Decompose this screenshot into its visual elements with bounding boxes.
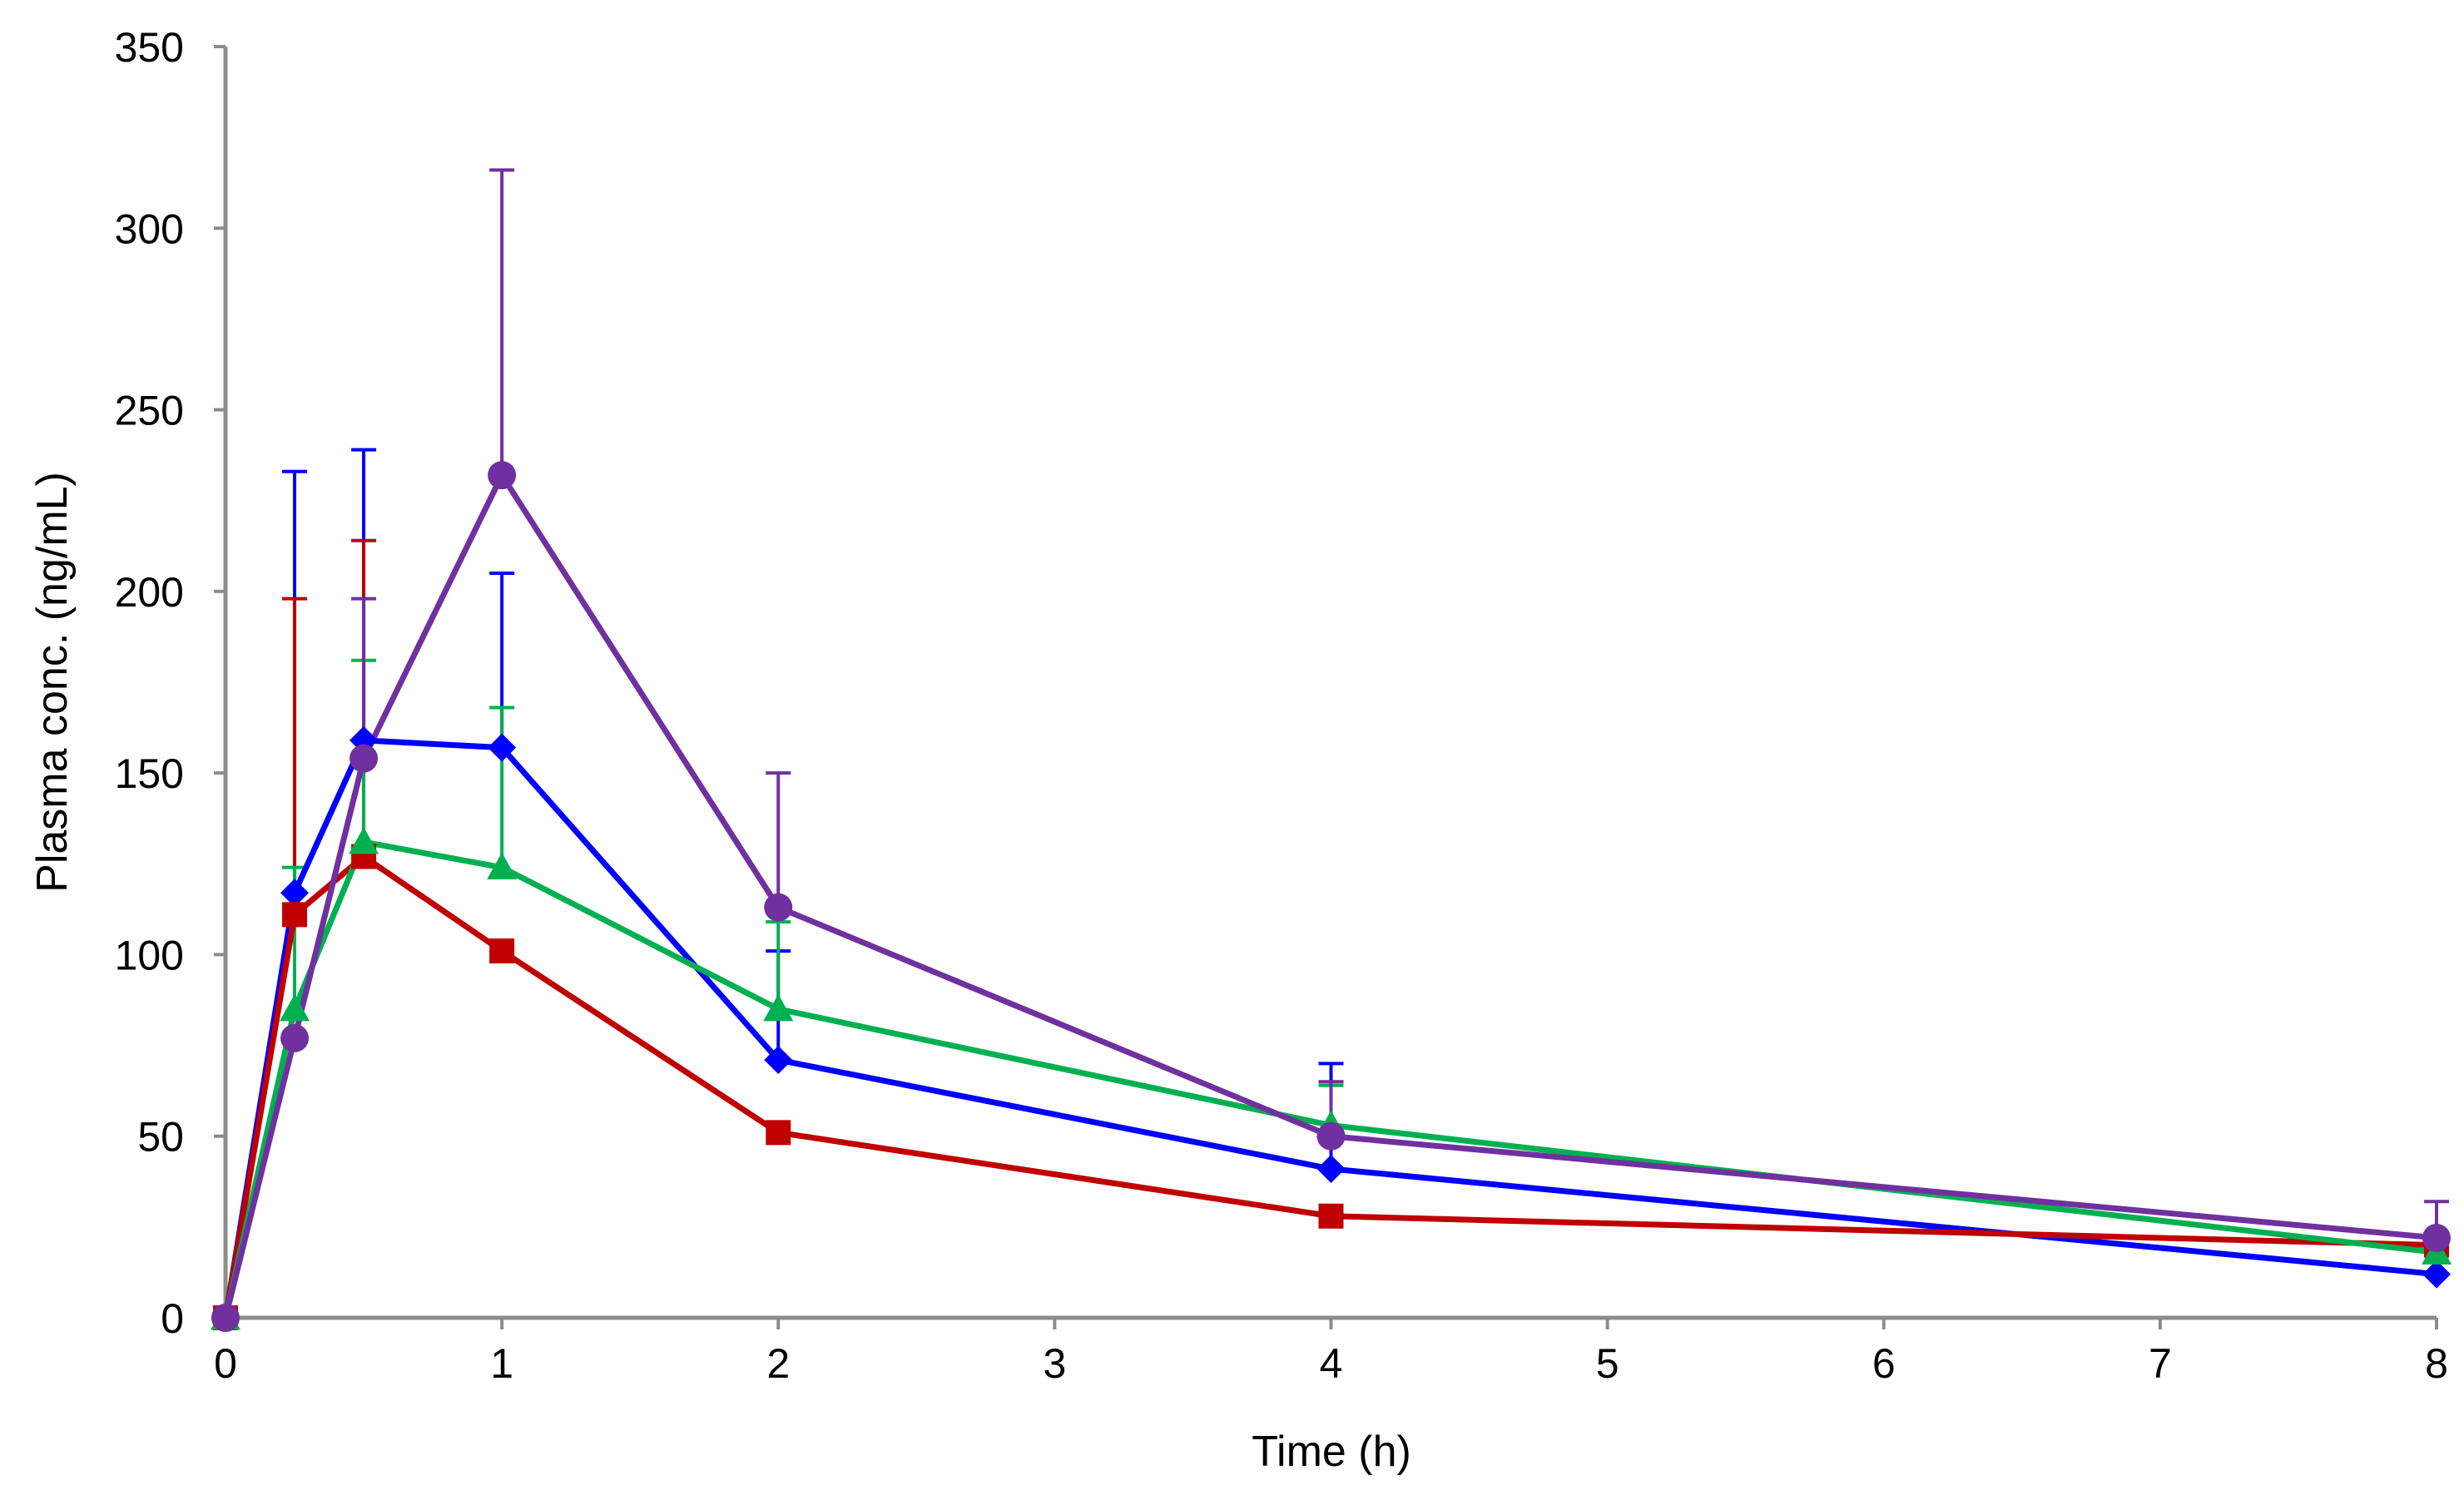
data-point-blue bbox=[764, 1046, 793, 1075]
data-point-green bbox=[280, 993, 310, 1022]
data-point-red bbox=[282, 902, 308, 928]
series-markers bbox=[211, 461, 2452, 1332]
data-point-purple bbox=[211, 1304, 240, 1332]
x-tick-label: 6 bbox=[1872, 1340, 1896, 1387]
y-tick-label: 250 bbox=[115, 388, 184, 434]
series-lines bbox=[222, 472, 2440, 1321]
x-tick-label: 2 bbox=[766, 1340, 790, 1387]
x-tick-label: 7 bbox=[2149, 1340, 2172, 1387]
x-axis-title: Time (h) bbox=[1252, 1428, 1411, 1476]
y-tick-label: 100 bbox=[115, 932, 184, 978]
y-tick-label: 150 bbox=[115, 750, 184, 797]
data-point-green bbox=[487, 852, 518, 880]
data-point-green bbox=[349, 827, 379, 854]
data-point-purple bbox=[488, 461, 517, 490]
x-tick-label: 5 bbox=[1596, 1340, 1619, 1387]
data-point-blue bbox=[280, 879, 310, 908]
data-point-red bbox=[766, 1120, 791, 1146]
data-point-purple bbox=[350, 744, 379, 773]
x-tick-label: 1 bbox=[490, 1340, 513, 1387]
y-tick-label: 350 bbox=[115, 24, 184, 71]
axis-ticks: 0 1 2 3 4 5 6 7 8 0 50 100 150 200 250 300 350 bbox=[115, 24, 2448, 1387]
x-tick-label: 8 bbox=[2425, 1340, 2448, 1387]
error-bars bbox=[282, 168, 2449, 1253]
x-tick-label: 0 bbox=[214, 1340, 237, 1387]
y-tick-label: 200 bbox=[115, 569, 184, 616]
x-tick-label: 3 bbox=[1043, 1340, 1066, 1387]
data-point-purple bbox=[1316, 1121, 1346, 1151]
data-point-red bbox=[489, 938, 515, 964]
data-point-blue bbox=[1316, 1155, 1346, 1184]
x-tick-label: 4 bbox=[1320, 1340, 1343, 1387]
y-tick-label: 0 bbox=[161, 1295, 184, 1342]
data-point-blue bbox=[2422, 1260, 2451, 1289]
data-point-purple bbox=[2422, 1223, 2451, 1252]
data-point-green bbox=[763, 993, 794, 1022]
y-tick-label: 300 bbox=[115, 205, 184, 252]
data-point-purple bbox=[764, 893, 793, 922]
data-point-red bbox=[1318, 1203, 1344, 1229]
data-point-blue bbox=[488, 733, 517, 762]
y-axis-title: Plasma conc. (ng/mL) bbox=[28, 472, 77, 893]
y-tick-label: 50 bbox=[137, 1114, 184, 1161]
data-point-purple bbox=[280, 1023, 310, 1052]
series-line-blue bbox=[222, 737, 2440, 1321]
